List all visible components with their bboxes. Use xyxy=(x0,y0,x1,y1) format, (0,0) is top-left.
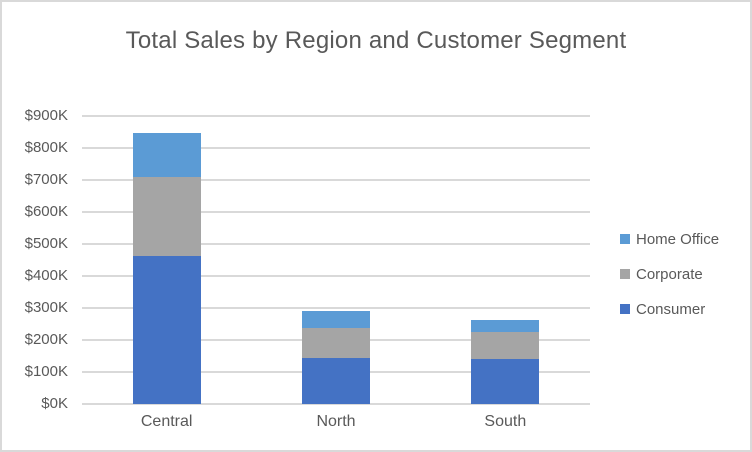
bar-south xyxy=(471,116,540,404)
y-tick-label: $200K xyxy=(24,331,68,349)
plot-area xyxy=(82,115,590,405)
bar-central xyxy=(132,116,201,404)
bar-segment-consumer xyxy=(471,358,540,404)
legend-item: Consumer xyxy=(620,300,719,318)
legend-swatch-icon xyxy=(620,269,630,279)
y-tick-label: $0K xyxy=(41,395,68,412)
y-tick-label: $400K xyxy=(24,267,68,285)
y-tick-label: $800K xyxy=(24,139,68,157)
y-tick-label: $900K xyxy=(24,107,68,124)
gridline xyxy=(82,307,590,310)
y-tick-label: $100K xyxy=(24,363,68,381)
y-axis: $0K $100K $200K $300K $400K $500K $600K $700K $8… xyxy=(2,107,68,412)
legend: Home Office Corporate Consumer xyxy=(620,230,719,335)
bar-segment-corporate xyxy=(471,332,540,359)
legend-item: Corporate xyxy=(620,265,719,283)
gridline xyxy=(82,275,590,278)
x-category-label: South xyxy=(484,413,527,430)
gridline xyxy=(82,115,590,117)
gridline xyxy=(82,147,590,150)
legend-label: Consumer xyxy=(636,300,706,318)
legend-swatch-icon xyxy=(620,234,630,244)
legend-label: Corporate xyxy=(636,265,703,283)
bar-segment-home-office xyxy=(302,311,370,328)
bar-segment-corporate xyxy=(132,176,201,257)
bar-segment-consumer xyxy=(302,357,370,404)
legend-swatch-icon xyxy=(620,304,630,314)
gridline xyxy=(82,179,590,181)
gridline xyxy=(82,403,590,405)
gridline xyxy=(82,243,590,245)
bar-north xyxy=(302,116,370,404)
y-tick-label: $600K xyxy=(24,203,68,221)
x-category-label: Central xyxy=(140,413,193,430)
bar-segment-home-office xyxy=(471,320,540,333)
y-tick-label: $300K xyxy=(24,299,68,317)
y-tick-label: $700K xyxy=(24,171,68,188)
bar-segment-corporate xyxy=(302,327,370,358)
bar-segment-home-office xyxy=(132,132,201,177)
legend-item: Home Office xyxy=(620,230,719,248)
bar-segment-consumer xyxy=(132,256,201,404)
legend-label: Home Office xyxy=(636,230,720,248)
x-category-label: North xyxy=(316,413,356,430)
x-axis: Central North South xyxy=(82,412,590,434)
y-tick-label: $500K xyxy=(24,235,68,252)
chart-title: Total Sales by Region and Customer Segme… xyxy=(125,27,627,54)
gridline xyxy=(82,211,590,214)
